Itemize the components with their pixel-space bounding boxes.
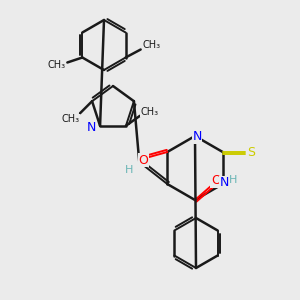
Text: N: N xyxy=(192,130,202,143)
Text: CH₃: CH₃ xyxy=(47,61,65,70)
Text: CH₃: CH₃ xyxy=(142,40,161,50)
Text: CH₃: CH₃ xyxy=(61,114,79,124)
Text: N: N xyxy=(220,176,230,190)
Text: H: H xyxy=(125,165,134,175)
Text: O: O xyxy=(211,175,221,188)
Text: S: S xyxy=(247,146,255,160)
Text: N: N xyxy=(86,121,96,134)
Text: O: O xyxy=(138,154,148,166)
Text: H: H xyxy=(229,175,237,185)
Text: CH₃: CH₃ xyxy=(141,107,159,117)
